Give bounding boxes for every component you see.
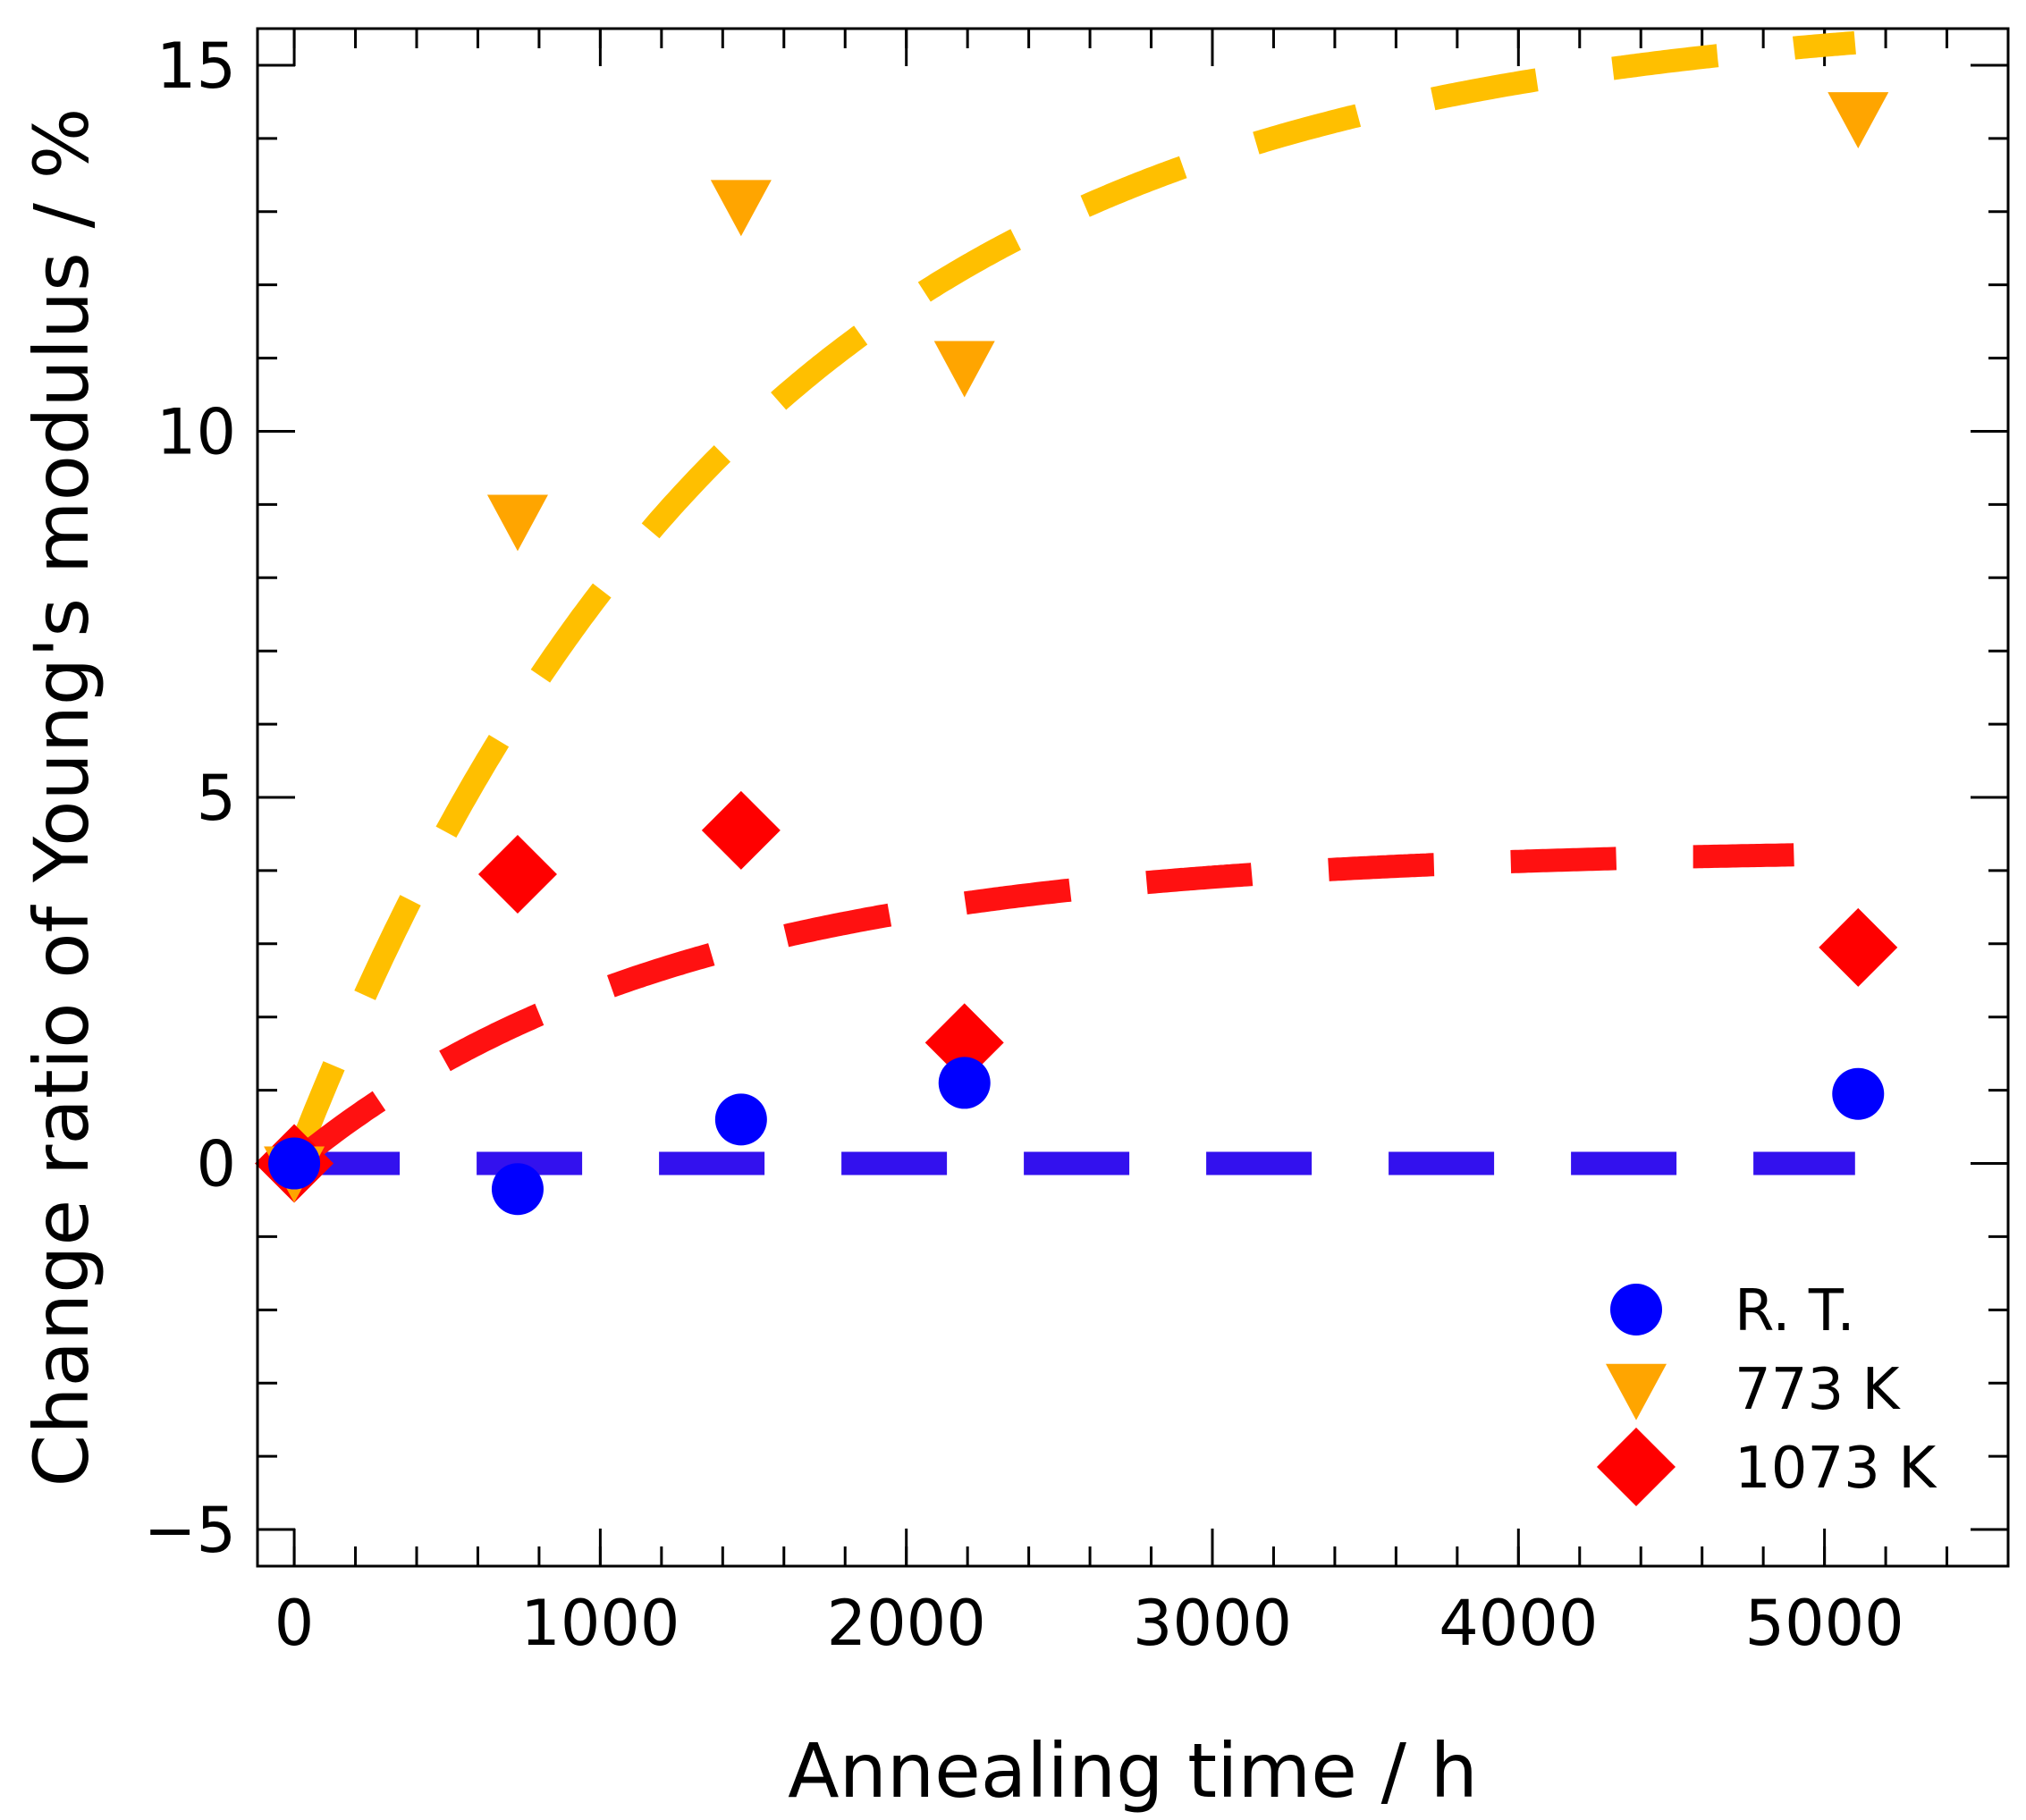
data-point-rt bbox=[491, 1163, 544, 1216]
major-ticks bbox=[257, 29, 2008, 1566]
fit-curve-1 bbox=[283, 30, 1856, 1168]
x-tick-label: 1000 bbox=[520, 1587, 680, 1660]
x-tick-label: 2000 bbox=[827, 1587, 986, 1660]
x-tick-label: 4000 bbox=[1439, 1587, 1598, 1660]
legend-marker-1073k bbox=[1597, 1428, 1676, 1506]
legend-marker-shape bbox=[1610, 1284, 1662, 1336]
x-tick-label: 3000 bbox=[1133, 1587, 1292, 1660]
data-point-1073k bbox=[1819, 907, 1898, 987]
x-tick-label: 5000 bbox=[1745, 1587, 1904, 1660]
legend: R. T. 773 K 1073 K bbox=[1597, 1278, 1937, 1506]
legend-label-1073k: 1073 K bbox=[1735, 1436, 1937, 1502]
x-axis-title: Annealing time / h bbox=[788, 1727, 1478, 1815]
data-point-rt bbox=[938, 1057, 991, 1109]
legend-marker-shape bbox=[1606, 1363, 1667, 1420]
y-tick-label: 15 bbox=[156, 29, 236, 103]
y-tick-label: 0 bbox=[196, 1128, 236, 1201]
data-point-rt bbox=[268, 1137, 321, 1190]
fit-curve-2 bbox=[286, 843, 1794, 1173]
x-tick-labels: 0 1000 2000 3000 4000 5000 bbox=[274, 1587, 1904, 1660]
data-point-1073k bbox=[701, 790, 781, 870]
y-axis-title: Change ratio of Young's modulus / % bbox=[18, 108, 106, 1487]
y-tick-label: 10 bbox=[156, 395, 236, 468]
data-point-1073k bbox=[924, 1003, 1004, 1083]
y-tick-label: 5 bbox=[196, 762, 236, 835]
fit-lines bbox=[283, 30, 1856, 1175]
data-point-773k bbox=[1828, 92, 1889, 148]
y-tick-labels: −5 0 5 10 15 bbox=[144, 29, 236, 1567]
legend-marker-773k bbox=[1606, 1363, 1667, 1420]
legend-marker-shape bbox=[1597, 1428, 1676, 1506]
data-point-773k bbox=[486, 494, 548, 552]
data-point-1073k bbox=[477, 835, 557, 914]
legend-marker-rt bbox=[1610, 1284, 1662, 1336]
plot-frame bbox=[256, 27, 2010, 1568]
y-tick-label: −5 bbox=[144, 1494, 236, 1567]
legend-label-rt: R. T. bbox=[1735, 1278, 1855, 1344]
data-point-773k bbox=[933, 341, 995, 398]
x-tick-label: 0 bbox=[274, 1587, 315, 1660]
data-point-773k bbox=[710, 180, 772, 237]
data-point-rt bbox=[1832, 1067, 1885, 1120]
data-markers bbox=[255, 92, 1898, 1216]
legend-label-773k: 773 K bbox=[1735, 1357, 1902, 1423]
data-point-rt bbox=[714, 1093, 767, 1146]
